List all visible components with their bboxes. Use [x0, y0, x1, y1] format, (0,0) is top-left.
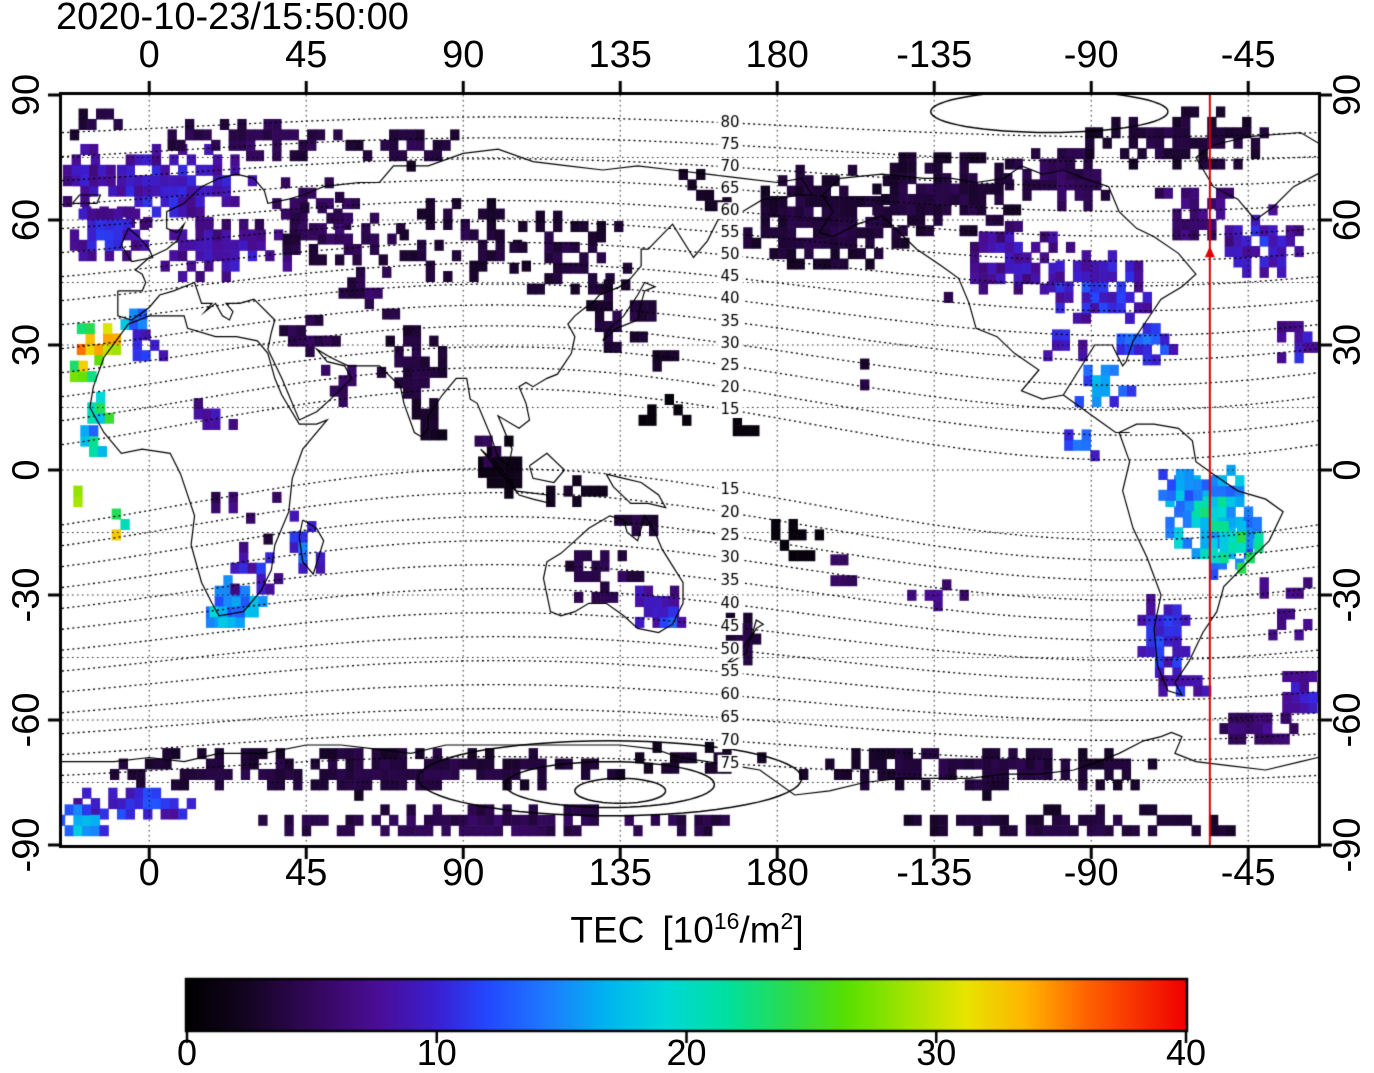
- x-tick-label-top: 45: [285, 34, 328, 76]
- x-tick-label-top: -135: [896, 34, 973, 76]
- colorbar-tick-label: 30: [916, 1032, 957, 1073]
- x-tick-label-bottom: 135: [588, 852, 652, 894]
- y-tick-label-right: 30: [1326, 323, 1369, 367]
- y-tick-label-left: -90: [5, 817, 48, 873]
- x-tick-label-top: 0: [138, 34, 160, 76]
- x-tick-label-bottom: 90: [442, 852, 485, 894]
- x-tick-label-bottom: -45: [1220, 852, 1276, 894]
- x-tick-label-bottom: -135: [896, 852, 973, 894]
- colorbar-tick-label: 40: [1165, 1032, 1207, 1073]
- x-tick-label-top: 180: [745, 34, 809, 76]
- colorbar-title-tec: TEC: [570, 909, 645, 951]
- colorbar-tick-label: 10: [416, 1032, 457, 1073]
- colorbar-title: TEC [1016/m2]: [0, 908, 1374, 951]
- x-tick-label-top: 90: [442, 34, 485, 76]
- y-tick-label-left: 0: [5, 459, 48, 481]
- colorbar-title-exp2: 2: [780, 908, 794, 934]
- y-tick-label-right: -30: [1326, 567, 1369, 623]
- y-tick-label-right: -90: [1326, 817, 1369, 873]
- y-tick-label-left: 60: [5, 198, 48, 242]
- y-tick-label-left: -30: [5, 567, 48, 623]
- x-tick-label-bottom: 45: [285, 852, 328, 894]
- colorbar-tick-label: 20: [666, 1032, 707, 1073]
- y-tick-label-right: 0: [1326, 459, 1369, 481]
- x-tick-label-top: -90: [1063, 34, 1119, 76]
- x-tick-label-bottom: 0: [138, 852, 160, 894]
- y-tick-label-left: -60: [5, 692, 48, 748]
- y-tick-label-left: 30: [5, 323, 48, 367]
- y-tick-label-right: 90: [1326, 73, 1369, 117]
- timestamp-title: 2020-10-23/15:50:00: [56, 0, 409, 38]
- y-tick-label-left: 90: [5, 73, 48, 117]
- colorbar-tick-label: 0: [176, 1032, 198, 1073]
- x-tick-label-top: 135: [588, 34, 652, 76]
- y-tick-label-right: -60: [1326, 692, 1369, 748]
- colorbar-title-exp1: 16: [713, 908, 740, 934]
- y-tick-label-right: 60: [1326, 198, 1369, 242]
- colorbar-title-mid: /m: [739, 909, 781, 951]
- colorbar-title-close: ]: [793, 909, 804, 951]
- x-tick-label-bottom: 180: [745, 852, 809, 894]
- colorbar-title-open: [10: [662, 909, 714, 951]
- x-tick-label-top: -45: [1220, 34, 1276, 76]
- x-tick-label-bottom: -90: [1063, 852, 1119, 894]
